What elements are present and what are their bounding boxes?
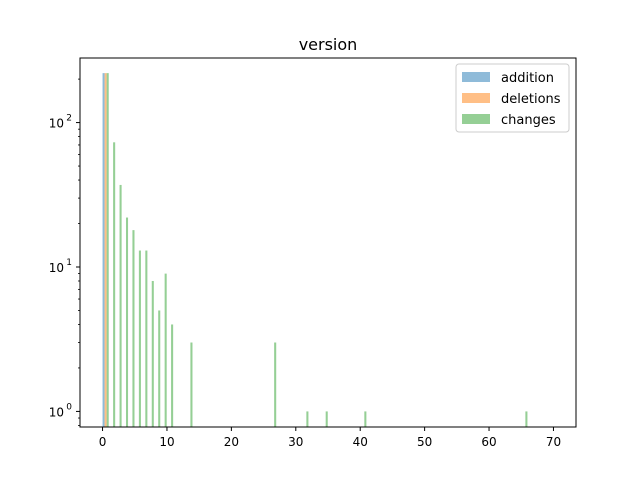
bar-changes-11 xyxy=(190,342,193,427)
bar-changes-2 xyxy=(119,184,122,427)
bar-changes-5 xyxy=(138,250,141,427)
bar-addition-0 xyxy=(102,73,105,427)
legend: addition deletions changes xyxy=(455,63,570,133)
bar-deletions-0 xyxy=(104,73,107,427)
x-tick-label: 0 xyxy=(99,435,107,449)
bar-changes-0 xyxy=(106,73,109,427)
legend-label-addition: addition xyxy=(501,71,554,86)
bar-changes-9 xyxy=(164,273,167,427)
bar-changes-8 xyxy=(158,310,161,427)
legend-label-changes: changes xyxy=(501,113,556,128)
bar-changes-16 xyxy=(525,411,528,427)
bar-changes-3 xyxy=(125,217,129,427)
x-tick-label: 30 xyxy=(288,435,303,449)
x-tick-label: 10 xyxy=(159,435,174,449)
y-tick-label: 10 xyxy=(49,405,64,419)
bar-changes-12 xyxy=(274,342,277,427)
bar-changes-6 xyxy=(145,250,148,427)
legend-swatch-addition xyxy=(462,72,490,82)
x-tick-label: 20 xyxy=(224,435,239,449)
bar-changes-13 xyxy=(306,411,309,427)
bar-changes-1 xyxy=(113,142,116,427)
y-tick-exponent: 0 xyxy=(66,402,72,412)
legend-swatch-deletions xyxy=(462,93,490,103)
x-tick-label: 70 xyxy=(546,435,561,449)
bars-layer xyxy=(102,73,528,427)
bar-changes-4 xyxy=(132,230,135,427)
y-tick-exponent: 1 xyxy=(66,258,72,268)
legend-label-deletions: deletions xyxy=(501,92,561,107)
bar-changes-14 xyxy=(325,411,328,427)
bar-changes-10 xyxy=(171,324,174,427)
x-tick-label: 40 xyxy=(353,435,368,449)
x-tick-label: 60 xyxy=(481,435,496,449)
plot-frame xyxy=(79,57,577,428)
chart-title: version xyxy=(299,35,358,54)
y-tick-label: 10 xyxy=(49,261,64,275)
y-tick-label: 10 xyxy=(49,117,64,131)
bar-changes-7 xyxy=(151,280,154,427)
y-tick-exponent: 2 xyxy=(66,114,72,124)
legend-swatch-changes xyxy=(462,114,490,124)
bar-changes-15 xyxy=(364,411,367,427)
x-tick-label: 50 xyxy=(417,435,432,449)
